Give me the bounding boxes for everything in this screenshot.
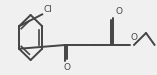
Text: O: O xyxy=(63,63,70,72)
Text: Cl: Cl xyxy=(43,5,52,14)
Text: O: O xyxy=(131,33,138,42)
Text: O: O xyxy=(115,7,122,16)
